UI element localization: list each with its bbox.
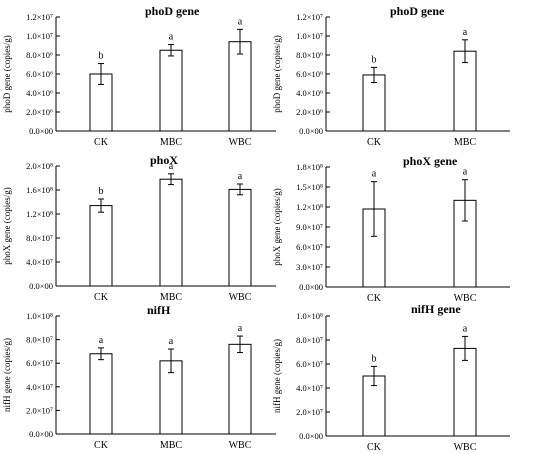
bar-mbc <box>159 178 183 287</box>
y-tick-label: 8.0×10⁷ <box>296 335 323 345</box>
chart-title: phoX <box>150 153 178 167</box>
y-tick-label: 4.0×10⁶ <box>296 88 323 98</box>
chart-title: nifH <box>147 303 171 317</box>
chart-panel-3: phoX phoX gene (copies/g) 0.0×00 4.0×10⁷ 8.0… <box>2 153 276 303</box>
y-tick-label: 1.0×10⁸ <box>26 311 53 321</box>
x-tick-label: WBC <box>454 442 477 453</box>
y-tick-label: 0.0×00 <box>29 281 53 291</box>
bar-ck <box>89 353 113 435</box>
y-tick-label: 6.0×10⁷ <box>296 242 323 252</box>
bar-ck <box>362 74 386 132</box>
y-tick-label: 1.0×10⁸ <box>296 311 323 321</box>
y-tick-label: 3.0×10⁷ <box>296 262 323 272</box>
y-tick-label: 0.0×00 <box>299 126 323 136</box>
y-tick-label: 6.0×10⁶ <box>26 69 53 79</box>
y-axis-label: nifH gene (copies/g) <box>272 339 282 413</box>
y-tick-label: 1.6×10⁸ <box>26 185 53 195</box>
y-tick-label: 0.0×00 <box>29 429 53 439</box>
y-tick-label: 9.0×10⁷ <box>296 222 323 232</box>
x-tick-label: MBC <box>160 440 183 451</box>
significance-letter: b <box>99 186 104 197</box>
x-tick-label: CK <box>367 137 382 148</box>
y-tick-label: 0.0×00 <box>299 282 323 292</box>
y-axis-label: phoD gene (copies/g) <box>272 35 282 112</box>
bar-mbc <box>453 50 477 132</box>
y-tick-label: 2.0×10⁶ <box>26 107 53 117</box>
y-axis-label: phoD gene (copies/g) <box>2 35 12 112</box>
chart-panel-4: phoX gene phoX gene (copies/g) 0.0×00 3.0×1… <box>272 154 510 304</box>
significance-letter: a <box>169 336 174 347</box>
x-tick-label: WBC <box>229 292 252 303</box>
y-tick-label: 8.0×10⁶ <box>26 50 53 60</box>
bar-ck <box>89 205 113 287</box>
y-tick-label: 1.0×10⁷ <box>296 31 323 41</box>
y-axis-label: phoX gene (copies/g) <box>2 187 12 264</box>
bar-wbc <box>453 347 477 437</box>
x-tick-label: CK <box>367 293 382 304</box>
y-tick-label: 2.0×10⁷ <box>26 405 53 415</box>
chart-panel-1: phoD gene phoD gene (copies/g) 0.0×00 2.0×1… <box>2 4 276 148</box>
x-tick-label: MBC <box>160 137 183 148</box>
significance-letter: a <box>169 32 174 43</box>
significance-letter: a <box>238 16 243 27</box>
y-tick-label: 8.0×10⁷ <box>26 233 53 243</box>
y-tick-label: 4.0×10⁶ <box>26 88 53 98</box>
significance-letter: a <box>463 323 468 334</box>
x-tick-label: WBC <box>229 440 252 451</box>
y-tick-label: 1.5×10⁸ <box>296 182 323 192</box>
y-tick-label: 2.0×10⁸ <box>26 161 53 171</box>
y-tick-label: 1.2×10⁸ <box>26 209 53 219</box>
significance-letter: a <box>372 169 377 180</box>
y-tick-label: 8.0×10⁶ <box>296 50 323 60</box>
y-tick-label: 1.0×10⁷ <box>26 31 53 41</box>
significance-letter: b <box>372 353 377 364</box>
y-tick-label: 1.2×10⁸ <box>296 202 323 212</box>
x-tick-label: CK <box>367 442 382 453</box>
x-tick-label: CK <box>94 137 109 148</box>
y-axis-label: phoX gene (copies/g) <box>272 188 282 265</box>
chart-title: phoD gene <box>390 4 445 18</box>
y-tick-label: 2.0×10⁶ <box>296 107 323 117</box>
significance-letter: a <box>238 171 243 182</box>
bar-wbc <box>228 343 252 435</box>
chart-title: phoX gene <box>403 154 458 168</box>
y-tick-label: 8.0×10⁷ <box>26 335 53 345</box>
significance-letter: a <box>169 161 174 172</box>
significance-letter: a <box>463 27 468 38</box>
y-tick-label: 4.0×10⁷ <box>26 257 53 267</box>
y-tick-label: 0.0×00 <box>299 431 323 441</box>
chart-title: nifH gene <box>411 302 461 316</box>
y-tick-label: 6.0×10⁶ <box>296 69 323 79</box>
y-tick-label: 0.0×00 <box>29 126 53 136</box>
bar-wbc <box>228 41 252 132</box>
x-tick-label: WBC <box>454 293 477 304</box>
chart-panel-6: nifH gene nifH gene (copies/g) 0.0×00 2.0×1… <box>272 302 510 453</box>
y-tick-label: 6.0×10⁷ <box>26 358 53 368</box>
y-tick-label: 1.8×10⁸ <box>296 162 323 172</box>
bar-wbc <box>228 188 252 287</box>
chart-panel-5: nifH nifH gene (copies/g) 0.0×00 2.0×10⁷ 4.0… <box>2 303 276 451</box>
x-tick-label: WBC <box>229 137 252 148</box>
y-tick-label: 4.0×10⁷ <box>26 382 53 392</box>
bar-mbc <box>159 49 183 132</box>
x-tick-label: CK <box>94 292 109 303</box>
y-tick-label: 1.2×10⁷ <box>296 12 323 22</box>
significance-letter: a <box>463 167 468 178</box>
x-tick-label: MBC <box>454 137 477 148</box>
y-tick-label: 2.0×10⁷ <box>296 407 323 417</box>
significance-letter: b <box>99 51 104 62</box>
significance-letter: a <box>238 323 243 334</box>
x-tick-label: CK <box>94 440 109 451</box>
significance-letter: a <box>99 335 104 346</box>
x-tick-label: MBC <box>160 292 183 303</box>
y-tick-label: 4.0×10⁷ <box>296 383 323 393</box>
y-tick-label: 1.2×10⁷ <box>26 12 53 22</box>
y-tick-label: 6.0×10⁷ <box>296 359 323 369</box>
y-axis-label: nifH gene (copies/g) <box>2 338 12 412</box>
chart-title: phoD gene <box>145 4 200 18</box>
chart-panel-2: phoD gene phoD gene (copies/g) 0.0×00 2.0×1… <box>272 4 510 148</box>
significance-letter: b <box>372 54 377 65</box>
